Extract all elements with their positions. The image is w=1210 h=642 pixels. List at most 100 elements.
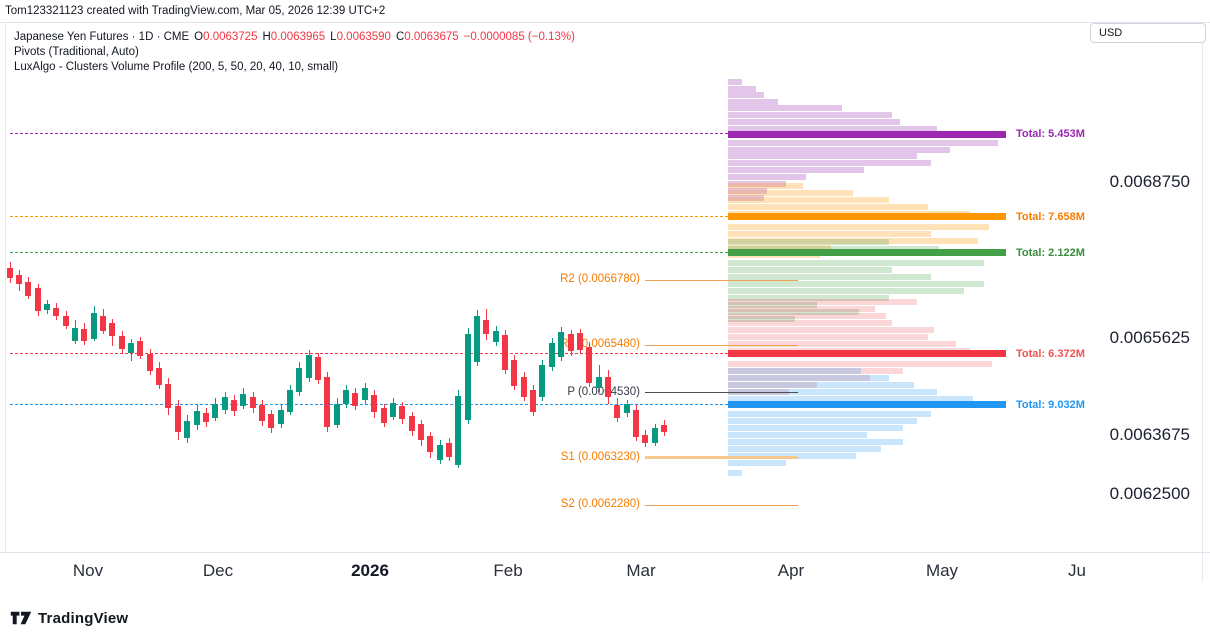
candle — [277, 410, 284, 424]
candle — [53, 308, 60, 316]
candle — [661, 425, 667, 432]
candle — [604, 377, 611, 397]
cluster-red-bar — [728, 382, 817, 388]
cluster-red-bar — [728, 313, 886, 319]
candle — [287, 390, 293, 412]
cluster-orange-bar — [728, 231, 931, 237]
cluster-blue-bar — [728, 460, 786, 466]
candle — [595, 377, 602, 388]
pivot-line-r2 — [645, 279, 798, 281]
candle — [502, 335, 509, 370]
candle — [352, 393, 359, 406]
tradingview-logo-text: TradingView — [38, 609, 129, 627]
cluster-blue-bar — [728, 389, 937, 395]
time-axis-label-nov: Nov — [72, 561, 104, 580]
candle — [240, 394, 247, 406]
candle — [520, 377, 527, 397]
cluster-blue-bar — [728, 425, 903, 431]
cluster-green-bar — [728, 295, 889, 301]
cluster-orange-bar — [728, 238, 978, 244]
cluster-green-bar — [728, 316, 795, 322]
candle — [389, 403, 396, 417]
candle — [296, 368, 303, 392]
candle — [100, 316, 106, 331]
price-axis-label: 0.0062500 — [1109, 484, 1190, 503]
cluster-purple-bar — [728, 147, 950, 153]
cluster-red-bar — [728, 320, 892, 326]
chart-legend: Japanese Yen Futures · 1D · CME O0.006372… — [14, 30, 575, 75]
price-axis-label: 0.0065625 — [1109, 327, 1190, 347]
high-label: H — [262, 31, 271, 43]
candle — [15, 275, 22, 284]
candle — [221, 397, 228, 410]
candle — [436, 445, 443, 460]
cluster-green-bar — [728, 274, 931, 280]
cluster-red-bar — [728, 334, 928, 340]
candle — [455, 396, 462, 465]
candle — [464, 334, 471, 420]
candle — [548, 343, 555, 367]
candle — [109, 323, 116, 336]
time-axis-label-mar: Mar — [626, 561, 656, 580]
candle — [642, 435, 649, 443]
candle — [371, 395, 378, 412]
candle — [268, 414, 275, 428]
pivot-label-s1: S1 (0.0063230) — [560, 450, 640, 463]
cluster-orange-bar — [728, 245, 831, 251]
cluster-purple-bar — [728, 86, 756, 92]
cluster-red-total-label: Total: 6.372M — [1016, 347, 1085, 360]
candle — [511, 360, 518, 386]
cluster-red-bar — [728, 368, 903, 374]
time-axis-label-may: May — [925, 561, 959, 580]
candle — [380, 408, 387, 423]
tradingview-branding[interactable]: TradingView — [10, 605, 128, 631]
candle — [324, 377, 331, 427]
cluster-red-bar — [728, 341, 956, 347]
pivot-line-s1 — [645, 456, 798, 459]
candle — [43, 304, 50, 310]
time-axis-label-apr: Apr — [777, 561, 805, 580]
candle — [71, 328, 78, 341]
cluster-red-poc-dashed-line — [10, 352, 728, 354]
cluster-blue-total-label: Total: 9.032M — [1016, 398, 1085, 411]
candle — [558, 332, 565, 357]
cluster-red-bar — [728, 306, 875, 312]
cluster-orange-bar — [728, 197, 889, 203]
time-axis-label-feb: Feb — [493, 561, 523, 580]
cluster-blue-bar — [728, 396, 973, 402]
cluster-blue-bar — [728, 432, 867, 438]
candle — [614, 405, 621, 418]
cluster-green-bar — [728, 302, 817, 308]
pane-left-border — [5, 22, 6, 552]
currency-selector-button[interactable]: USD — [1090, 23, 1206, 43]
cluster-purple-bar — [728, 112, 892, 118]
cluster-purple-bar — [728, 126, 937, 132]
cluster-green-total-label: Total: 2.122M — [1016, 246, 1085, 259]
candle — [230, 400, 237, 411]
cluster-red-bar — [728, 327, 934, 333]
cluster-green-bar — [728, 281, 984, 287]
cluster-purple-bar — [728, 195, 764, 201]
change-value: −0.0000085 (−0.13%) — [463, 31, 575, 43]
candle — [62, 316, 69, 326]
cluster-purple-bar — [728, 140, 998, 146]
cluster-purple-bar — [728, 105, 842, 111]
cluster-blue-bar — [728, 411, 931, 417]
low-value: 0.0063590 — [336, 31, 391, 43]
indicator-volume-profile-row: LuxAlgo - Clusters Volume Profile (200, … — [14, 61, 339, 73]
cluster-blue-bar — [728, 446, 881, 452]
candle — [417, 424, 424, 440]
time-axis[interactable]: Nov Dec 2026 Feb Mar Apr May Ju — [0, 552, 1210, 583]
cluster-blue-poc-dashed-line — [10, 403, 728, 405]
cluster-orange-poc-dashed-line — [10, 215, 728, 217]
cluster-purple-bar — [728, 174, 806, 180]
cluster-purple-poc-bar — [728, 130, 1006, 138]
candle — [81, 329, 88, 341]
cluster-orange-total-label: Total: 7.658M — [1016, 210, 1085, 223]
cluster-blue-bar — [728, 382, 914, 388]
candle — [118, 336, 125, 349]
cluster-orange-bar — [728, 183, 803, 189]
time-axis-label-ju: Ju — [1068, 561, 1086, 580]
